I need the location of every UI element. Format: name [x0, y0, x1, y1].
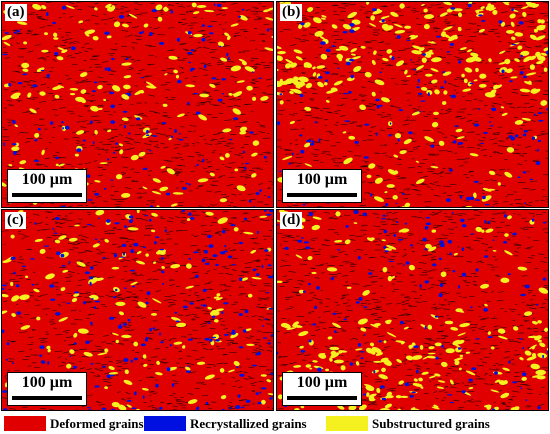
legend-swatch-deformed	[4, 416, 46, 431]
ebsd-map-panel-c: (c) 100 µm	[1, 209, 274, 411]
scale-bar-box: 100 µm	[282, 372, 362, 406]
scale-bar	[12, 193, 82, 197]
legend-label-substructured: Substructured grains	[372, 416, 490, 431]
legend: Deformed grains Recrystallized grains Su…	[0, 412, 550, 434]
scale-bar	[287, 396, 357, 400]
scale-bar	[287, 193, 357, 197]
legend-label-deformed: Deformed grains	[50, 416, 144, 431]
scale-bar-label: 100 µm	[21, 171, 73, 188]
scale-bar-box: 100 µm	[282, 169, 362, 203]
scale-bar-label: 100 µm	[296, 374, 348, 391]
ebsd-map-panel-b: (b) 100 µm	[276, 1, 549, 208]
legend-swatch-recrystallized	[144, 416, 186, 431]
legend-label-recrystallized: Recrystallized grains	[190, 416, 307, 431]
legend-swatch-substructured	[326, 416, 368, 431]
scale-bar-label: 100 µm	[296, 171, 348, 188]
scale-bar-box: 100 µm	[7, 169, 87, 203]
ebsd-map-panel-a: (a) 100 µm	[1, 1, 274, 208]
panel-label: (d)	[280, 212, 303, 229]
panel-label: (b)	[280, 4, 303, 21]
scale-bar-label: 100 µm	[21, 374, 73, 391]
panel-label: (c)	[5, 212, 26, 229]
panel-label: (a)	[5, 4, 27, 21]
ebsd-map-panel-d: (d) 100 µm	[276, 209, 549, 411]
scale-bar	[12, 396, 82, 400]
scale-bar-box: 100 µm	[7, 372, 87, 406]
